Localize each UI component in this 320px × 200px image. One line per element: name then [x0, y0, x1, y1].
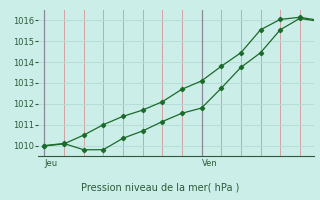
Text: Ven: Ven [202, 159, 217, 168]
Text: Pression niveau de la mer( hPa ): Pression niveau de la mer( hPa ) [81, 182, 239, 192]
Text: Jeu: Jeu [44, 159, 57, 168]
